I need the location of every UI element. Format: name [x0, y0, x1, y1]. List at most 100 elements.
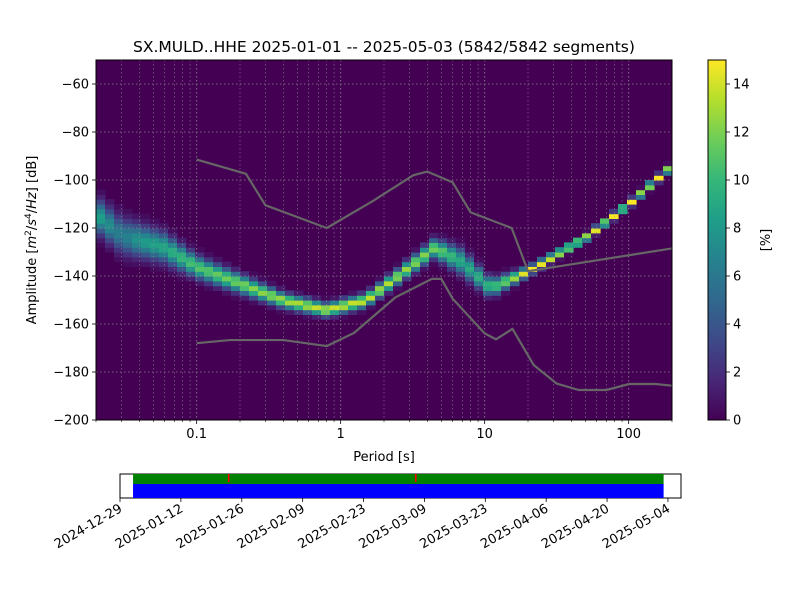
heatmap-cell	[231, 280, 241, 287]
heatmap-cell	[195, 276, 205, 282]
heatmap-cell	[465, 252, 475, 258]
heatmap-cell	[510, 285, 520, 291]
colorbar-tick-label: 12	[733, 126, 750, 141]
heatmap-cell	[123, 242, 133, 248]
heatmap-cell	[483, 290, 493, 296]
heatmap-cell	[141, 256, 151, 263]
heatmap-cell	[474, 261, 484, 267]
heatmap-cell	[411, 271, 421, 277]
heatmap-cell	[240, 290, 250, 296]
heatmap-cell	[375, 290, 385, 296]
heatmap-cell	[438, 247, 448, 253]
heatmap-cell	[609, 213, 619, 219]
heatmap-cell	[321, 295, 331, 301]
heatmap-cell	[519, 271, 529, 277]
heatmap-cell	[429, 252, 439, 258]
heatmap-cell	[429, 247, 439, 253]
timeline-tick-label: 2025-01-12	[113, 501, 186, 552]
heatmap-cell	[438, 252, 448, 258]
heatmap-cell	[465, 256, 475, 263]
heatmap-cell	[492, 285, 502, 291]
heatmap-cell	[294, 295, 304, 301]
heatmap-cell	[627, 194, 637, 200]
heatmap-cell	[438, 256, 448, 263]
y-tick-label: −200	[53, 414, 89, 429]
timeline-tick-label: 2025-01-26	[174, 501, 247, 552]
heatmap-cell	[177, 252, 187, 258]
heatmap-cell	[159, 256, 169, 263]
heatmap-cell	[384, 280, 394, 287]
heatmap-cell	[312, 304, 322, 311]
heatmap-cell	[483, 276, 493, 282]
heatmap-cell	[186, 252, 196, 258]
heatmap-cell	[231, 276, 241, 282]
heatmap-cell	[447, 247, 457, 253]
timeline-tick-label: 2025-02-09	[235, 501, 308, 552]
grid-lines	[96, 60, 672, 420]
heatmap-cell	[150, 242, 160, 248]
heatmap-cell	[438, 232, 448, 239]
heatmap-cell	[114, 204, 124, 210]
heatmap-cell	[105, 247, 115, 253]
heatmap-cell	[96, 228, 106, 234]
heatmap-cell	[393, 285, 403, 291]
heatmap-cell	[393, 271, 403, 277]
heatmap-cell	[573, 237, 583, 243]
heatmap-cell	[285, 309, 295, 315]
heatmap-cell	[231, 285, 241, 291]
heatmap-cell	[582, 228, 592, 234]
heatmap-cell	[447, 252, 457, 258]
colorbar-tick-label: 10	[733, 174, 750, 189]
heatmap-cell	[186, 242, 196, 248]
heatmap-cell	[159, 223, 169, 229]
heatmap-cell	[321, 304, 331, 311]
heatmap-cell	[123, 256, 133, 263]
heatmap-cell	[249, 290, 259, 296]
heatmap-cell	[510, 280, 520, 287]
heatmap-cell	[582, 237, 592, 243]
heatmap-cell	[546, 252, 556, 258]
timeline-tick-label: 2024-12-29	[52, 501, 125, 552]
heatmap-cell	[168, 266, 178, 272]
colorbar: 0 2 4 6 8 10 12 14 [%]	[707, 59, 774, 429]
heatmap-cell	[609, 218, 619, 224]
heatmap-cell	[276, 309, 286, 315]
heatmap-cell	[375, 280, 385, 287]
heatmap-cell	[159, 247, 169, 253]
heatmap-cell	[312, 295, 322, 301]
heatmap-cell	[474, 266, 484, 272]
heatmap-cell	[150, 223, 160, 229]
heatmap-cell	[483, 271, 493, 277]
heatmap-cell	[366, 290, 376, 296]
heatmap-cell	[411, 266, 421, 272]
heatmap-cell	[447, 261, 457, 267]
heatmap-cell	[510, 266, 520, 272]
heatmap-cell	[447, 242, 457, 248]
heatmap-cell	[186, 247, 196, 253]
heatmap-cell	[114, 256, 124, 263]
heatmap-cell	[168, 252, 178, 258]
heatmap-cell	[150, 252, 160, 258]
heatmap-cell	[177, 276, 187, 282]
heatmap-cell	[429, 256, 439, 263]
heatmap-cell	[618, 204, 628, 210]
heatmap-cell	[411, 261, 421, 267]
heatmap-cell	[312, 309, 322, 315]
heatmap-cell	[150, 218, 160, 224]
heatmap-cell	[123, 213, 133, 219]
heatmap-cell	[195, 266, 205, 272]
heatmap-cell	[150, 256, 160, 263]
heatmap-cell	[105, 237, 115, 243]
heatmap-cell	[330, 314, 340, 320]
heatmap-cell	[303, 295, 313, 301]
heatmap-cell	[456, 276, 466, 282]
heatmap-cell	[132, 242, 142, 248]
heatmap-cell	[213, 256, 223, 263]
heatmap-cell	[222, 271, 232, 277]
heatmap-cell	[366, 304, 376, 311]
heatmap-cell	[141, 252, 151, 258]
heatmap-cell	[204, 256, 214, 263]
heatmap-cell	[168, 256, 178, 263]
heatmap-cell	[645, 189, 655, 195]
heatmap-cell	[186, 266, 196, 272]
